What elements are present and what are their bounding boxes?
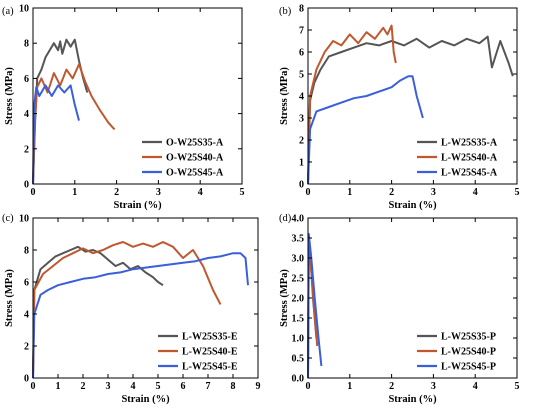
panel-d: (d) 0 1 2 3 4 5 0.0 0.5 1.0 1.5 2.0 2.5 3.0 3.5 4.0 Stra… <box>279 213 520 405</box>
x-tick-label: 2 <box>389 187 394 198</box>
x-tick-label: 1 <box>347 187 352 198</box>
x-tick-label: 4 <box>473 187 478 198</box>
x-tick-label: 2 <box>114 187 119 198</box>
legend-label-L-W25S35-A: L-W25S35-A <box>441 138 498 149</box>
plot-frame <box>32 7 243 185</box>
series-line-L-W25S40-A <box>307 24 397 185</box>
x-axis-label: Strain (%) <box>121 394 170 405</box>
x-tick-label: 4 <box>473 381 478 392</box>
legend-label-O-W25S35-A: O-W25S35-A <box>166 138 224 149</box>
y-tick-label: 2.5 <box>292 274 305 285</box>
y-tick-label: 8 <box>24 39 29 50</box>
legend-label-O-W25S40-A: O-W25S40-A <box>166 153 224 164</box>
y-tick-label: 7 <box>299 26 304 37</box>
y-tick-label: 2 <box>24 144 29 155</box>
legend-label-L-W25S40-P: L-W25S40-P <box>441 347 496 358</box>
x-tick-label: 3 <box>431 187 436 198</box>
y-tick-label: 0 <box>299 180 304 191</box>
x-tick-label: 0 <box>306 187 311 198</box>
y-tick-label: 6 <box>24 74 29 85</box>
y-tick-label: 1.0 <box>292 334 305 345</box>
legend-label-L-W25S40-A: L-W25S40-A <box>441 153 498 164</box>
y-axis-label: Stress (MPa) <box>279 67 290 125</box>
panel-a: (a) 0 1 2 3 4 5 0 2 4 6 8 10 Strain (%) Stress (MPa) O-… <box>2 4 245 212</box>
x-axis-label: Strain (%) <box>113 200 162 211</box>
y-tick-label: 10 <box>19 4 29 15</box>
panel-label: (d) <box>279 213 292 224</box>
legend-label-L-W25S45-A: L-W25S45-A <box>441 168 498 179</box>
y-tick-label: 0.5 <box>292 354 305 365</box>
y-tick-label: 1.5 <box>292 314 305 325</box>
y-tick-label: 6 <box>24 278 29 289</box>
x-tick-label: 2 <box>81 381 86 392</box>
y-tick-label: 6 <box>299 48 304 59</box>
legend-label-L-W25S35-P: L-W25S35-P <box>441 332 496 343</box>
y-tick-label: 4 <box>299 92 304 103</box>
x-tick-label: 0 <box>306 381 311 392</box>
y-tick-label: 0 <box>24 374 29 385</box>
x-axis-label: Strain (%) <box>388 200 437 211</box>
x-tick-label: 5 <box>240 187 245 198</box>
panel-b: (b) 0 1 2 3 4 5 0 1 2 3 4 5 6 7 8 Strain (%) Stress (MPa)… <box>279 4 520 212</box>
y-tick-label: 0 <box>24 180 29 191</box>
y-tick-label: 2 <box>24 342 29 353</box>
panel-c: (c) 0 1 2 3 4 5 6 7 8 9 0 2 4 6 8 10 Strain (%) Stress (MP… <box>2 213 261 405</box>
legend-label-L-W25S45-E: L-W25S45-E <box>182 362 238 373</box>
y-tick-label: 1 <box>299 158 304 169</box>
series-line-L-W25S45-E <box>32 252 249 379</box>
series-line-O-W25S45-A <box>32 84 80 185</box>
y-tick-label: 4 <box>24 310 29 321</box>
x-tick-label: 1 <box>347 381 352 392</box>
y-tick-label: 5 <box>299 70 304 81</box>
panel-label: (b) <box>279 6 292 17</box>
series-line-L-W25S40-E <box>32 241 222 379</box>
y-axis-label: Stress (MPa) <box>4 269 15 327</box>
y-tick-label: 0.0 <box>292 374 305 385</box>
x-tick-label: 0 <box>31 381 36 392</box>
x-tick-label: 4 <box>131 381 136 392</box>
x-tick-label: 3 <box>106 381 111 392</box>
y-tick-label: 10 <box>19 214 29 225</box>
y-tick-label: 4 <box>24 109 29 120</box>
x-tick-label: 6 <box>181 381 186 392</box>
x-tick-label: 0 <box>31 187 36 198</box>
y-tick-label: 8 <box>24 246 29 257</box>
y-tick-label: 8 <box>299 4 304 15</box>
y-tick-label: 4.0 <box>292 214 305 225</box>
x-tick-label: 5 <box>156 381 161 392</box>
panel-label: (c) <box>2 213 14 224</box>
x-tick-label: 8 <box>231 381 236 392</box>
series-line-O-W25S40-A <box>32 63 116 185</box>
legend-label-O-W25S45-A: O-W25S45-A <box>166 168 224 179</box>
legend-label-L-W25S45-P: L-W25S45-P <box>441 362 496 373</box>
y-axis-label: Stress (MPa) <box>279 269 290 327</box>
y-axis-label: Stress (MPa) <box>4 67 15 125</box>
plot-frame <box>32 217 259 379</box>
x-tick-label: 5 <box>515 381 520 392</box>
x-tick-label: 1 <box>56 381 61 392</box>
panel-label: (a) <box>2 6 14 17</box>
series-line-L-W25S45-A <box>307 75 424 185</box>
x-tick-label: 3 <box>156 187 161 198</box>
legend-label-L-W25S35-E: L-W25S35-E <box>182 332 238 343</box>
x-tick-label: 3 <box>431 381 436 392</box>
series-line-O-W25S35-A <box>32 38 89 185</box>
y-tick-label: 3.0 <box>292 254 305 265</box>
x-tick-label: 7 <box>206 381 211 392</box>
x-tick-label: 4 <box>198 187 203 198</box>
legend-label-L-W25S40-E: L-W25S40-E <box>182 347 238 358</box>
x-tick-label: 9 <box>256 381 261 392</box>
y-tick-label: 3.5 <box>292 234 305 245</box>
x-axis-label: Strain (%) <box>388 394 437 405</box>
x-tick-label: 1 <box>72 187 77 198</box>
y-tick-label: 3 <box>299 114 304 125</box>
y-tick-label: 2 <box>299 136 304 147</box>
x-tick-label: 5 <box>515 187 520 198</box>
series-line-L-W25S35-A <box>307 35 514 185</box>
y-tick-label: 2.0 <box>292 294 305 305</box>
x-tick-label: 2 <box>389 381 394 392</box>
